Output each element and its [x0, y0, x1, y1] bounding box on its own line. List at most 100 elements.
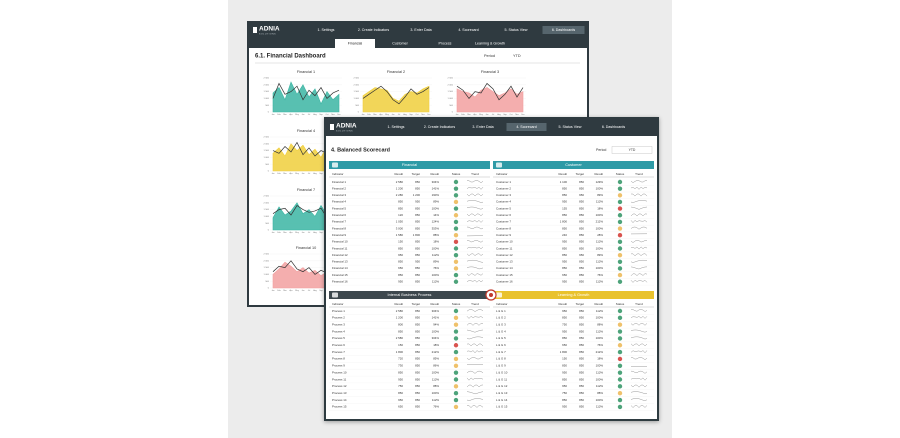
chart-title: Financial 7 [297, 188, 315, 192]
trend-sparkline [466, 398, 484, 402]
nav-item[interactable]: 2. Create Indicators [358, 28, 390, 32]
status-dot [453, 377, 459, 382]
trend-sparkline [630, 343, 648, 347]
cell: 100% [596, 398, 604, 402]
trend-sparkline [466, 343, 484, 347]
nav-item[interactable]: 2. Create Indicators [424, 125, 456, 129]
x-tick-label: Jun [301, 114, 304, 116]
tab[interactable]: Financial [348, 41, 363, 45]
period-label: Period [484, 54, 495, 58]
cell: 212% [596, 220, 604, 224]
x-tick-label: Apr [290, 289, 293, 292]
cell: 850 [415, 316, 420, 320]
trend-sparkline [466, 279, 484, 283]
cell: Process 4 [332, 329, 345, 333]
status-dot [453, 308, 459, 314]
nav-item[interactable]: 1. Settings [388, 125, 405, 129]
cell: Process 15 [332, 405, 347, 409]
y-tick-label: 0 [268, 171, 270, 173]
logo: ADNIA [259, 26, 280, 33]
period-value[interactable]: YTD [629, 148, 636, 152]
x-tick-label: Jun [301, 232, 304, 234]
cell: 850 [415, 206, 420, 210]
page-title: 4. Balanced Scorecard [331, 147, 390, 153]
tab[interactable]: Learning & Growth [475, 41, 505, 45]
cell: 850 [415, 253, 420, 257]
nav-item[interactable]: 5. Status View [505, 28, 528, 32]
cell: 850 [562, 364, 567, 368]
nav-item[interactable]: 3. Enter Data [472, 125, 493, 129]
y-tick-label: 1 500 [264, 267, 270, 269]
cell: 88% [597, 391, 603, 395]
column-header: Trend [635, 302, 643, 306]
status-dot [453, 279, 459, 284]
cell: 850 [415, 186, 420, 190]
nav-item[interactable]: 4. Scorecard [458, 28, 478, 32]
cell: 850 [415, 273, 420, 277]
column-header: Result [594, 302, 603, 306]
nav-item[interactable]: 5. Status View [559, 125, 582, 129]
status-dot [617, 315, 623, 321]
status-dot [453, 179, 459, 185]
x-tick-label: Jan [455, 114, 458, 116]
cell: 850 [398, 200, 403, 204]
cell: 850 [579, 233, 584, 237]
cell: 1 200 [396, 186, 404, 190]
cell: 850 [398, 273, 403, 277]
trend-sparkline [466, 370, 484, 374]
cell: 100% [432, 273, 440, 277]
x-tick-label: Sep [319, 114, 322, 116]
quadrant-icon [332, 162, 338, 168]
period-value: YTD [513, 54, 521, 58]
y-tick-label: 1 500 [264, 150, 270, 152]
cell: Financial 16 [332, 280, 348, 284]
cell: 950 [579, 253, 584, 257]
cell: Customer 7 [496, 220, 511, 224]
trend-sparkline [466, 350, 484, 354]
status-dot [453, 206, 459, 211]
cell: Process 2 [332, 316, 345, 320]
x-tick-label: Mar [467, 113, 471, 116]
cell: 14% [433, 213, 439, 217]
nav-item[interactable]: 6. Dashboards [552, 28, 576, 32]
x-tick-label: Feb [277, 114, 280, 116]
cell: 76% [597, 343, 603, 347]
cell: 212% [596, 350, 604, 354]
nav-item[interactable]: 6. Dashboards [602, 125, 626, 129]
cell: 240 [562, 233, 567, 237]
cell: 730 [398, 364, 403, 368]
status-dot [617, 233, 623, 238]
trend-sparkline [630, 357, 648, 361]
cell: 850 [415, 180, 420, 184]
cell: 112% [596, 280, 604, 284]
x-tick-label: Apr [290, 113, 293, 116]
nav-item[interactable]: 3. Enter Data [410, 28, 431, 32]
trend-sparkline [466, 391, 484, 395]
cell: Process 9 [332, 364, 345, 368]
cell: L & G 10 [496, 370, 508, 374]
nav-item[interactable]: 4. Scorecard [516, 125, 536, 129]
tab[interactable]: Process [439, 41, 452, 45]
column-header: Result [430, 302, 439, 306]
cell: Process 14 [332, 398, 347, 402]
trend-sparkline [630, 391, 648, 395]
cell: 850 [579, 398, 584, 402]
status-dot [617, 404, 623, 410]
x-tick-label: Apr [474, 113, 477, 116]
trend-sparkline [466, 377, 484, 381]
cell: 2 580 [396, 336, 404, 340]
cell: 800 [398, 322, 403, 326]
trend-sparkline [466, 186, 484, 190]
tab[interactable]: Customer [392, 41, 408, 45]
status-dot [617, 252, 623, 258]
cell: 150 [398, 343, 403, 347]
cell: 89% [597, 253, 603, 257]
nav-item[interactable]: 1. Settings [318, 28, 335, 32]
y-tick-label: 2 500 [264, 196, 270, 198]
y-tick-label: 2 500 [264, 78, 270, 80]
cell: Process 12 [332, 384, 347, 388]
x-tick-label: May [479, 114, 483, 116]
x-tick-label: Jan [361, 114, 364, 116]
cell: 850 [579, 266, 584, 270]
cell: 750 [562, 322, 567, 326]
